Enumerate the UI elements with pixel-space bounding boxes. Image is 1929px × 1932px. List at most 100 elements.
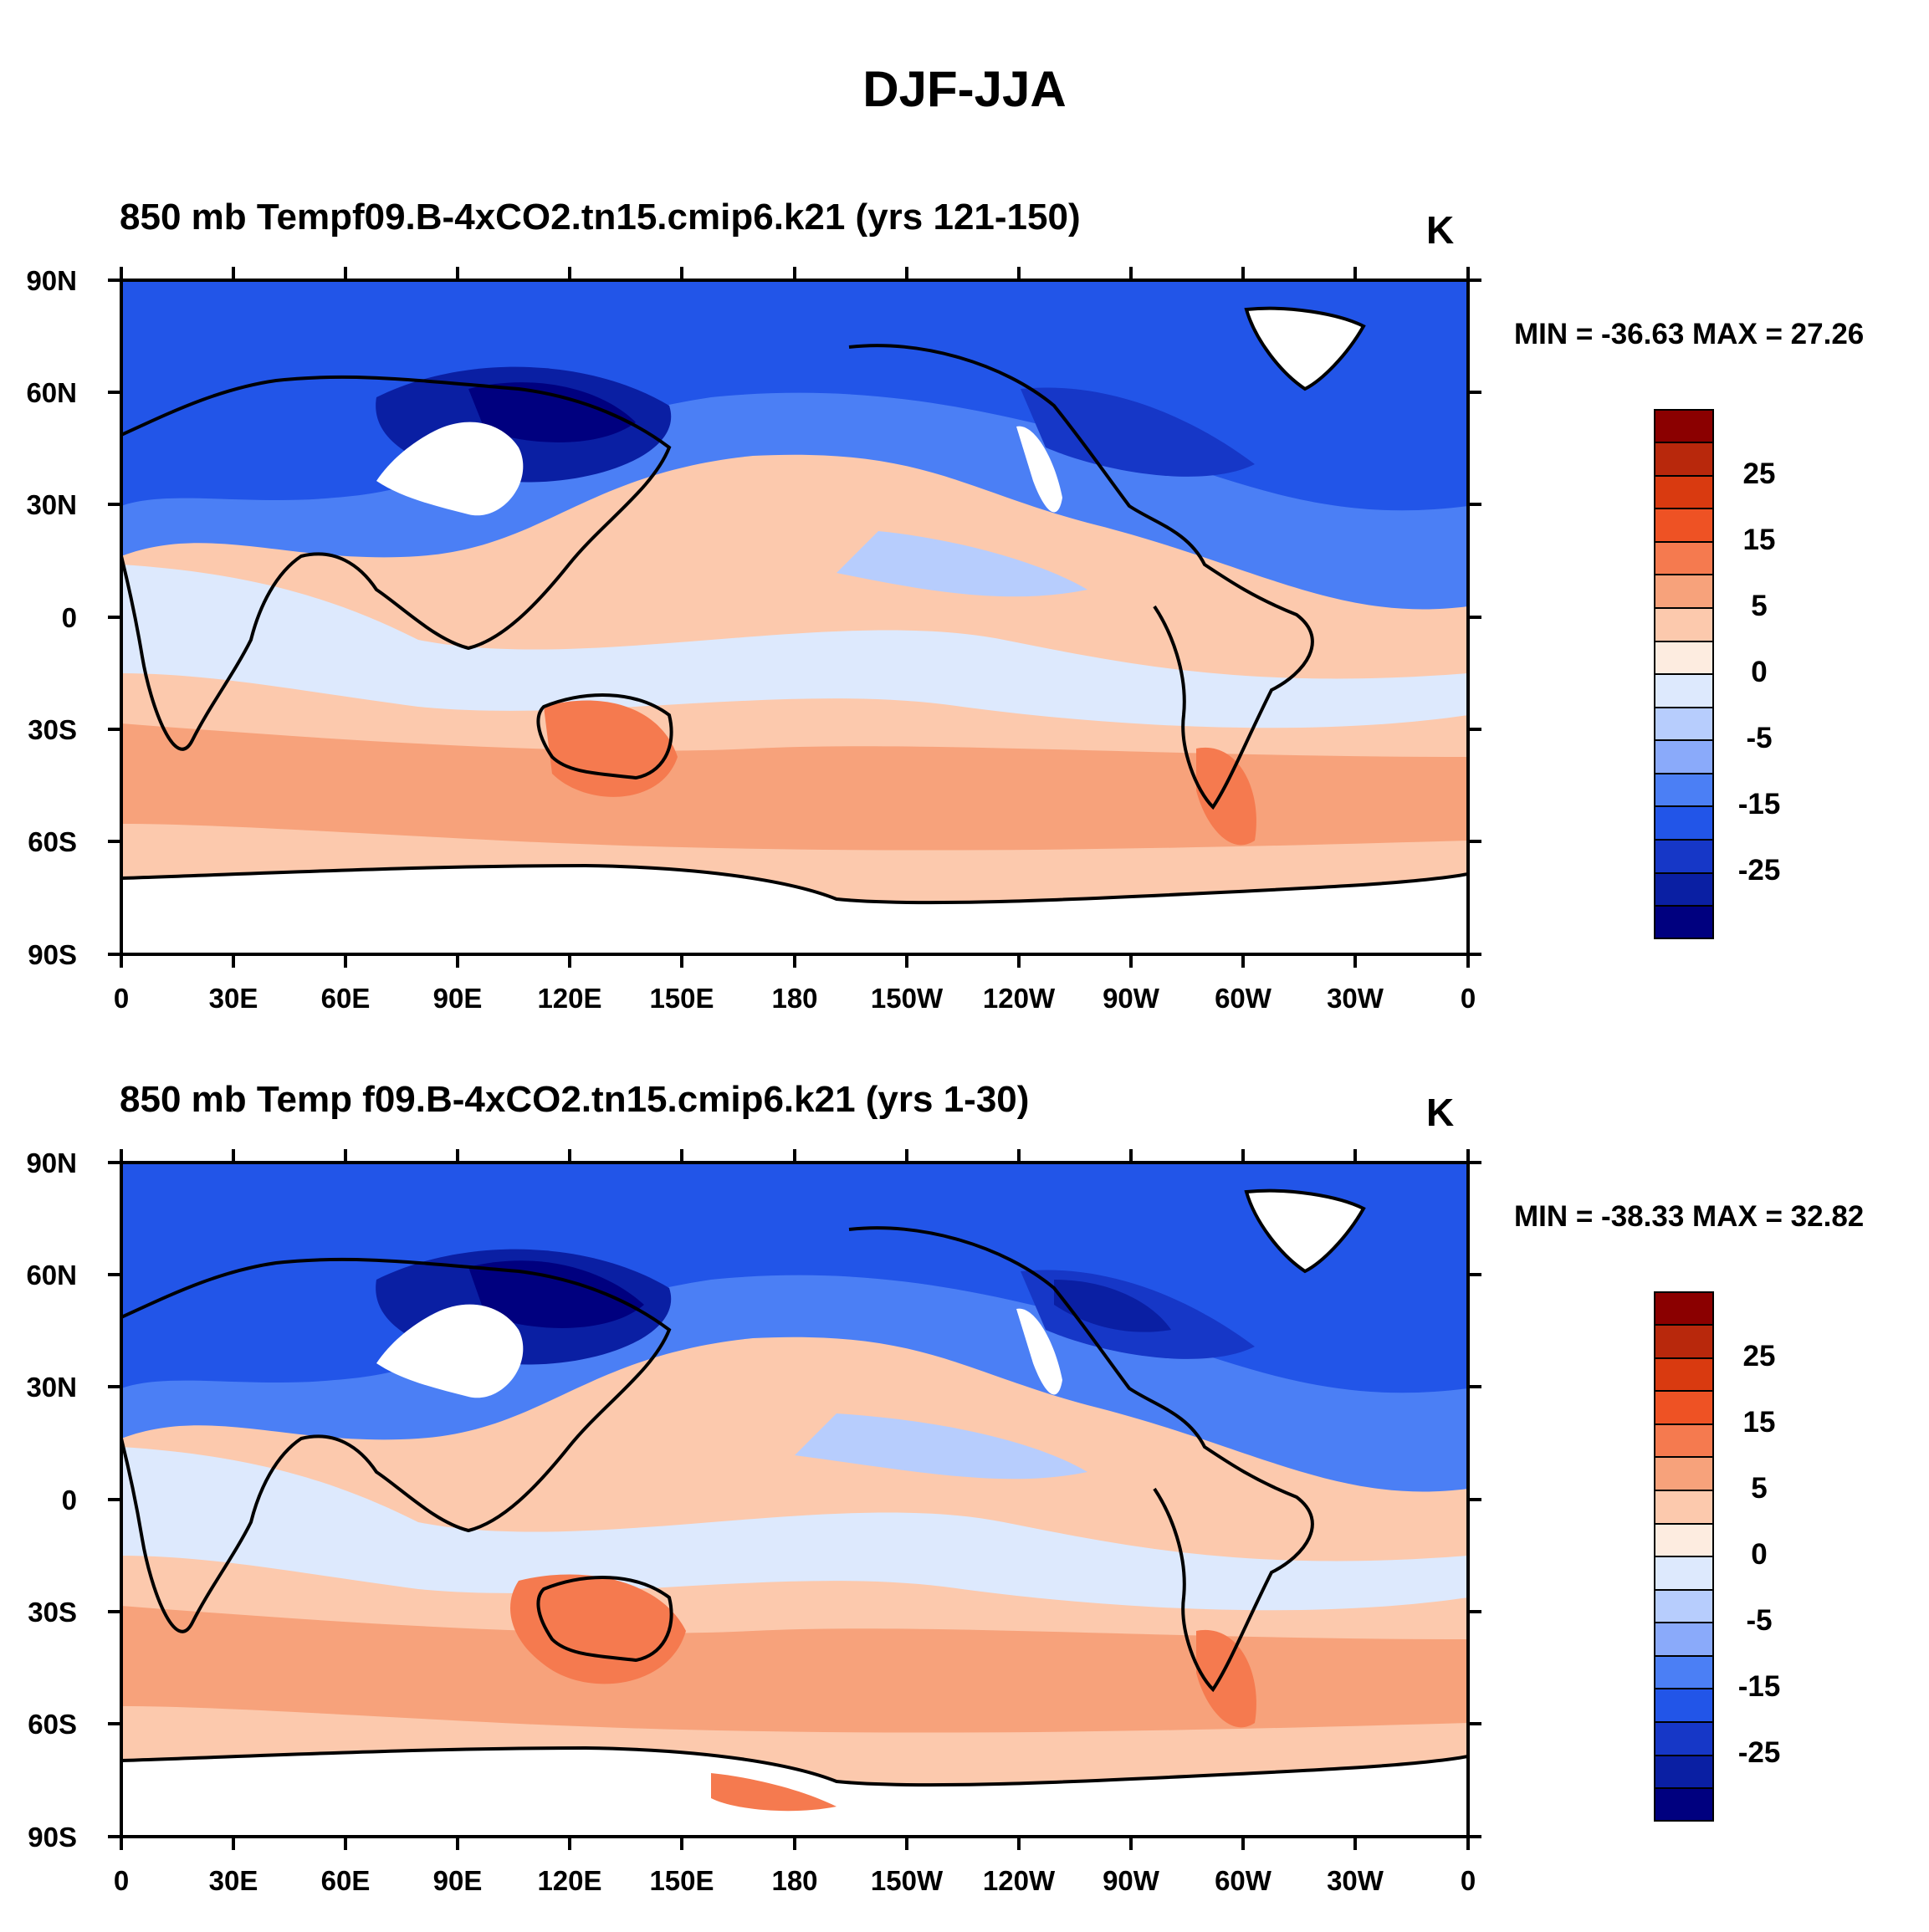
panel-units-bottom: K [1426, 1091, 1455, 1134]
y-tick-label: 30S [28, 714, 77, 745]
map-plot-bottom: 0 30E 60E 90E 120E 150E 180 150W 120W 90… [26, 1147, 1714, 1896]
y-ticks-top [108, 279, 1481, 956]
x-tick-label: 90E [433, 983, 483, 1014]
colorbar-label: 0 [1751, 1538, 1768, 1571]
temperature-field-bottom [121, 1163, 1468, 1837]
x-tick-label: 180 [771, 983, 817, 1014]
colorbar-label: 25 [1742, 1340, 1776, 1372]
colorbar-swatch [1654, 1556, 1714, 1591]
x-tick-label: 30E [209, 983, 258, 1014]
colorbar-swatch [1654, 1622, 1714, 1657]
coastlines-bottom [121, 1188, 1468, 1787]
colorbar-label: -15 [1737, 1670, 1781, 1703]
colorbar-label: -25 [1737, 854, 1781, 887]
colorbar-swatch [1654, 508, 1714, 543]
y-tick-label: 60N [26, 1260, 77, 1291]
colorbar-swatch [1654, 1423, 1714, 1458]
x-tick-label: 60E [321, 983, 371, 1014]
x-tick-label: 150W [871, 983, 944, 1014]
colorbar-swatch [1654, 607, 1714, 642]
y-tick-label: 60S [28, 1709, 77, 1740]
x-tick-label: 30W [1327, 1865, 1384, 1896]
colorbar-label: -15 [1737, 788, 1781, 820]
coastlines-top [121, 306, 1468, 905]
colorbar-swatch [1654, 1688, 1714, 1723]
colorbar-label: -5 [1746, 1604, 1773, 1637]
colorbar-swatch [1654, 442, 1714, 477]
x-tick-label: 120E [537, 1865, 601, 1896]
colorbar-swatch [1654, 905, 1714, 939]
x-tick-label: 60W [1215, 1865, 1272, 1896]
colorbar-swatch [1654, 574, 1714, 609]
panel-units-top: K [1426, 208, 1455, 252]
x-tick-label: 0 [1461, 1865, 1476, 1896]
x-tick-label: 60E [321, 1865, 371, 1896]
figure-title: DJF-JJA [862, 61, 1067, 117]
x-tick-label: 0 [1461, 983, 1476, 1014]
colorbar-swatch [1654, 1390, 1714, 1425]
x-ticks-bottom [120, 1149, 1470, 1850]
x-tick-label: 90W [1103, 1865, 1160, 1896]
x-tick-label: 90W [1103, 983, 1160, 1014]
x-tick-label: 30W [1327, 983, 1384, 1014]
x-tick-label: 90E [433, 1865, 483, 1896]
colorbar-swatch [1654, 1490, 1714, 1525]
colorbar-label: -5 [1746, 722, 1773, 754]
colorbar-swatch [1654, 707, 1714, 741]
colorbar-swatch [1654, 839, 1714, 874]
y-ticks-bottom [108, 1161, 1481, 1838]
x-tick-label: 120W [983, 983, 1056, 1014]
panel-title-top: 850 mb Tempf09.B-4xCO2.tn15.cmip6.k21 (y… [120, 197, 1081, 238]
x-tick-label: 120W [983, 1865, 1056, 1896]
colorbar-swatch [1654, 1755, 1714, 1789]
colorbar-swatch [1654, 1655, 1714, 1689]
y-tick-label: 0 [62, 1485, 77, 1515]
colorbar-swatch [1654, 1324, 1714, 1359]
x-tick-label: 180 [771, 1865, 817, 1896]
colorbar-label: 5 [1751, 1472, 1768, 1505]
y-tick-label: 60N [26, 377, 77, 408]
colorbar-bottom [1654, 1291, 1714, 1822]
y-tick-label: 30N [26, 489, 77, 520]
panel-title-bottom: 850 mb Temp f09.B-4xCO2.tn15.cmip6.k21 (… [120, 1079, 1030, 1120]
minmax-label-bottom: MIN = -38.33 MAX = 32.82 [1514, 1200, 1865, 1233]
colorbar-swatch [1654, 1589, 1714, 1623]
colorbar-swatch [1654, 1523, 1714, 1557]
colorbar-swatch [1654, 773, 1714, 807]
x-tick-label: 0 [114, 983, 129, 1014]
colorbar-label: 0 [1751, 656, 1768, 688]
map-panel-top: 0 30E 60E 90E 120E 150E 180 150W 120W 90… [0, 171, 1929, 1050]
colorbar-swatch [1654, 805, 1714, 841]
x-ticks-top [120, 267, 1470, 968]
colorbar-swatch [1654, 1291, 1714, 1326]
y-tick-label: 30S [28, 1597, 77, 1628]
y-tick-label: 60S [28, 826, 77, 857]
colorbar-label: -25 [1737, 1736, 1781, 1769]
colorbar-swatch [1654, 475, 1714, 509]
y-tick-label: 0 [62, 602, 77, 633]
x-tick-label: 150E [649, 1865, 714, 1896]
colorbar-swatch [1654, 872, 1714, 907]
colorbar-swatch [1654, 541, 1714, 575]
y-tick-label: 30N [26, 1372, 77, 1403]
x-tick-label: 120E [537, 983, 601, 1014]
colorbar-top [1654, 409, 1714, 939]
y-tick-label: 90S [28, 939, 77, 970]
x-tick-label: 0 [114, 1865, 129, 1896]
temperature-field-top [121, 280, 1468, 954]
minmax-label-top: MIN = -36.63 MAX = 27.26 [1514, 318, 1865, 350]
colorbar-swatch [1654, 1787, 1714, 1822]
colorbar-swatch [1654, 673, 1714, 708]
colorbar-label: 25 [1742, 457, 1776, 490]
colorbar-label: 15 [1742, 524, 1776, 556]
map-panel-bottom: 0 30E 60E 90E 120E 150E 180 150W 120W 90… [0, 1054, 1929, 1932]
x-tick-label: 150W [871, 1865, 944, 1896]
colorbar-swatch [1654, 641, 1714, 675]
colorbar-swatch [1654, 1721, 1714, 1756]
x-tick-label: 150E [649, 983, 714, 1014]
y-tick-label: 90N [26, 265, 77, 296]
colorbar-swatch [1654, 739, 1714, 774]
x-tick-label: 60W [1215, 983, 1272, 1014]
colorbar-label: 15 [1742, 1406, 1776, 1439]
x-tick-label: 30E [209, 1865, 258, 1896]
